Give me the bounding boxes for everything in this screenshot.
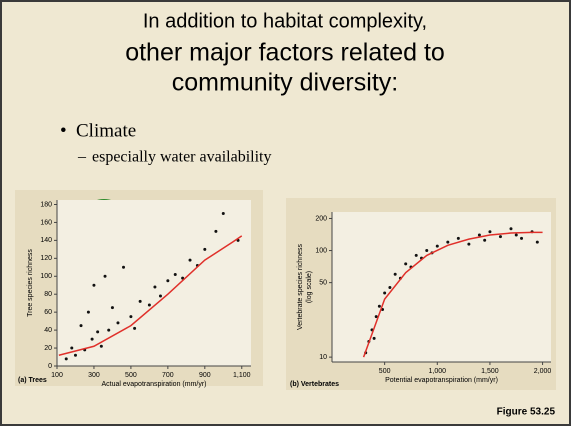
x-tick-label: 300 — [88, 372, 100, 379]
data-point — [467, 243, 470, 246]
x-axis-label: Potential evapotranspiration (mm/yr) — [385, 377, 498, 384]
data-point — [483, 239, 486, 242]
sub-bullet: especially water availability — [92, 149, 271, 166]
bullet: Climate — [76, 120, 136, 141]
data-point — [404, 262, 407, 265]
sub-bullet-dash: – — [77, 149, 87, 166]
title-line: community diversity: — [172, 69, 398, 97]
data-point — [174, 273, 177, 276]
y-axis-label: Tree species richness — [27, 249, 34, 317]
y-tick-label: 100 — [40, 273, 52, 280]
panel-label: (b) Vertebrates — [290, 381, 339, 388]
y-tick-label: 160 — [40, 219, 52, 226]
x-tick-label: 500 — [125, 372, 137, 379]
y-axis-label: (log scale) — [306, 271, 313, 303]
data-point — [203, 248, 206, 251]
data-point — [520, 237, 523, 240]
data-point — [515, 233, 518, 236]
data-point — [129, 315, 132, 318]
data-point — [80, 324, 83, 327]
data-point — [100, 345, 103, 348]
data-point — [388, 286, 391, 289]
data-point — [415, 254, 418, 257]
data-point — [111, 306, 114, 309]
x-tick-label: 900 — [199, 372, 211, 379]
data-point — [133, 327, 136, 330]
y-tick-label: 0 — [48, 363, 52, 370]
x-tick-label: 1,100 — [233, 372, 251, 379]
data-point — [91, 338, 94, 341]
data-point — [536, 241, 539, 244]
y-tick-label: 50 — [319, 279, 327, 286]
data-point — [104, 275, 107, 278]
plot-area — [57, 200, 251, 366]
data-point — [373, 337, 376, 340]
data-point — [478, 233, 481, 236]
data-point — [222, 212, 225, 215]
data-point — [214, 230, 217, 233]
y-tick-label: 140 — [40, 237, 52, 244]
x-tick-label: 2,000 — [534, 368, 552, 375]
data-point — [488, 230, 491, 233]
data-point — [139, 300, 142, 303]
y-tick-label: 180 — [40, 201, 52, 208]
data-point — [116, 321, 119, 324]
data-point — [166, 279, 169, 282]
data-point — [148, 303, 151, 306]
data-point — [70, 347, 73, 350]
figure-label: Figure 53.25 — [497, 407, 556, 418]
y-tick-label: 10 — [319, 354, 327, 361]
y-tick-label: 100 — [315, 247, 327, 254]
data-point — [122, 266, 125, 269]
data-point — [509, 227, 512, 230]
panel-label: (a) Trees — [18, 377, 47, 384]
data-point — [87, 311, 90, 314]
data-point — [394, 273, 397, 276]
x-tick-label: 100 — [51, 372, 63, 379]
data-point — [499, 235, 502, 238]
y-tick-label: 60 — [44, 309, 52, 316]
y-tick-label: 80 — [44, 291, 52, 298]
title-line: In addition to habitat complexity, — [143, 10, 427, 32]
data-point — [107, 329, 110, 332]
data-point — [436, 245, 439, 248]
data-point — [96, 330, 99, 333]
data-point — [425, 249, 428, 252]
x-tick-label: 700 — [162, 372, 174, 379]
y-tick-label: 200 — [315, 215, 327, 222]
data-point — [92, 284, 95, 287]
data-point — [189, 259, 192, 262]
data-point — [378, 305, 381, 308]
data-point — [383, 291, 386, 294]
bullet-dot: • — [60, 120, 67, 141]
data-point — [153, 286, 156, 289]
data-point — [74, 354, 77, 357]
x-axis-label: Actual evapotranspiration (mm/yr) — [101, 381, 206, 388]
slide: In addition to habitat complexity, other… — [0, 0, 571, 426]
y-tick-label: 120 — [40, 255, 52, 262]
title-line: other major factors related to — [125, 39, 445, 67]
data-point — [446, 241, 449, 244]
data-point — [159, 295, 162, 298]
data-point — [457, 237, 460, 240]
x-tick-label: 1,000 — [429, 368, 447, 375]
x-tick-label: 500 — [379, 368, 391, 375]
data-point — [65, 357, 68, 360]
plot-area — [332, 212, 551, 362]
y-axis-label: Vertebrate species richness — [297, 244, 304, 330]
x-tick-label: 1,500 — [481, 368, 499, 375]
y-tick-label: 40 — [44, 327, 52, 334]
y-tick-label: 20 — [44, 345, 52, 352]
